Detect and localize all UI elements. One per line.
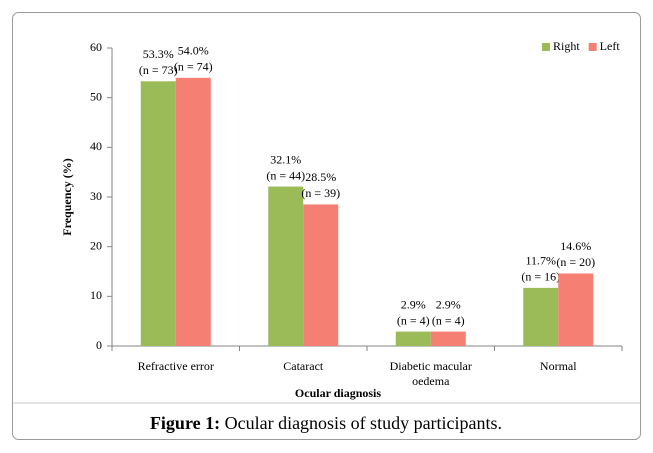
bar [175, 77, 211, 347]
x-tick-label: Normal [540, 359, 577, 373]
y-tick-label: 20 [90, 238, 102, 252]
y-axis-label: Frequency (%) [60, 158, 74, 235]
y-tick-label: 60 [90, 40, 102, 54]
value-label: 32.1% [270, 152, 301, 166]
value-label: (n = 73) [139, 63, 178, 77]
bar [523, 287, 559, 346]
value-label: 28.5% [305, 170, 336, 184]
value-label: 11.7% [525, 254, 556, 268]
value-label: (n = 44) [266, 168, 305, 182]
x-tick-label: Cataract [283, 359, 324, 373]
bar [140, 81, 176, 346]
value-label: 2.9% [401, 297, 426, 311]
y-tick-label: 40 [90, 139, 102, 153]
value-label: 54.0% [178, 44, 209, 58]
y-tick-label: 10 [90, 288, 102, 302]
x-axis-label: Ocular diagnosis [295, 386, 381, 400]
caption-text: Ocular diagnosis of study participants. [225, 413, 502, 433]
legend-swatch [542, 43, 550, 51]
value-label: (n = 39) [301, 186, 340, 200]
value-label: 14.6% [560, 239, 591, 253]
bar [303, 204, 339, 346]
legend-label: Left [600, 39, 621, 53]
x-tick-label: Diabetic macular oedema [390, 359, 472, 388]
value-label: (n = 4) [432, 313, 465, 327]
bar [558, 273, 594, 346]
caption: Figure 1: Ocular diagnosis of study part… [150, 413, 502, 433]
bar [395, 331, 431, 346]
value-label: (n = 74) [174, 60, 213, 74]
value-label: (n = 4) [397, 313, 430, 327]
bar [268, 186, 304, 346]
y-tick-label: 0 [96, 338, 102, 352]
value-label: (n = 16) [521, 270, 560, 284]
bar [430, 331, 466, 346]
value-label: (n = 20) [556, 255, 595, 269]
value-label: 2.9% [436, 297, 461, 311]
legend-swatch [588, 43, 597, 51]
y-tick-label: 30 [90, 189, 102, 203]
value-label: 53.3% [143, 47, 174, 61]
x-tick-label: Refractive error [138, 359, 214, 373]
legend-label: Right [553, 39, 580, 53]
y-tick-label: 50 [90, 89, 102, 103]
caption-label: Figure 1: [150, 413, 220, 433]
